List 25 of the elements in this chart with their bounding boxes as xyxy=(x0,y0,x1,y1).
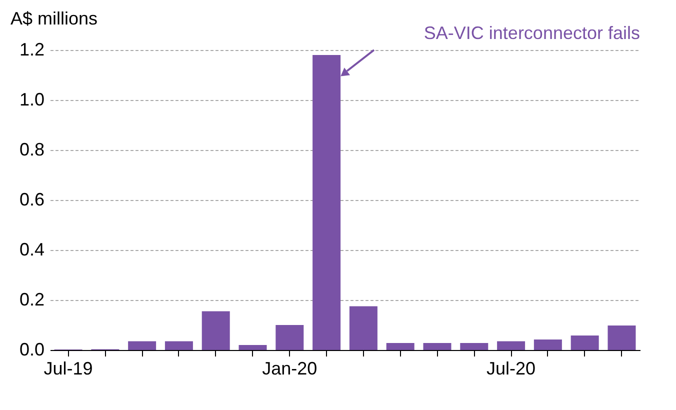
bar xyxy=(460,343,488,350)
text: SA-VIC interconnector fails xyxy=(424,23,640,43)
y-tick-label: 0.2 xyxy=(19,290,44,310)
y-tick-label: 0.4 xyxy=(19,240,44,260)
bar xyxy=(423,343,452,350)
x-tick-label: Jul-19 xyxy=(44,358,93,378)
y-tick-label: 1.2 xyxy=(19,40,44,60)
y-tick-label: 0.8 xyxy=(19,140,44,160)
y-axis-title: A$ millions xyxy=(10,8,98,28)
bar xyxy=(202,311,230,350)
bar xyxy=(386,343,414,350)
bar xyxy=(238,345,267,350)
bar xyxy=(164,341,193,350)
bar xyxy=(608,326,636,350)
bar xyxy=(534,340,562,350)
bar xyxy=(497,341,526,350)
bar xyxy=(570,336,599,350)
y-tick-label: 0.0 xyxy=(19,340,44,360)
x-tick-label: Jan-20 xyxy=(262,358,318,378)
y-tick-label: 0.6 xyxy=(19,190,44,210)
bar xyxy=(349,306,378,350)
bar xyxy=(276,325,304,350)
bar xyxy=(128,341,156,350)
y-tick-label: 1.0 xyxy=(19,90,44,110)
x-tick-label: Jul-20 xyxy=(486,358,536,378)
